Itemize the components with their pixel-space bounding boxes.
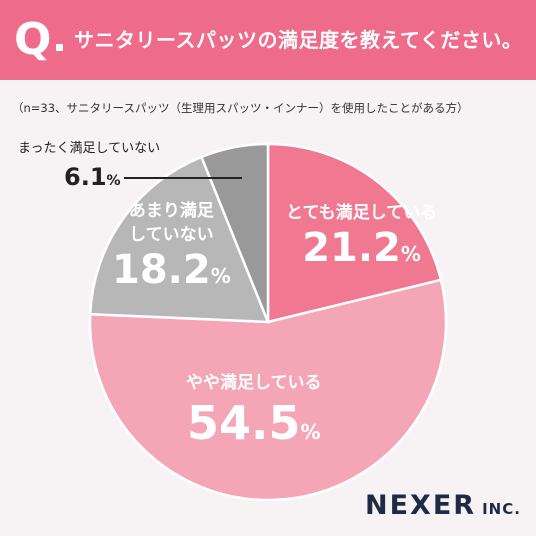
- label-not-very-satisfied-name-2: していない: [129, 225, 214, 245]
- label-somewhat-satisfied-name: やや満足している: [186, 373, 322, 393]
- label-somewhat-satisfied: やや満足している 54.5%: [186, 371, 322, 460]
- label-somewhat-satisfied-value: 54.5%: [186, 396, 321, 450]
- slice-not-very-satisfied: [88, 155, 270, 324]
- label-not-very-satisfied-value: 18.2%: [112, 247, 231, 293]
- question-mark-icon: Q: [14, 14, 52, 65]
- question-dot: [56, 44, 63, 51]
- label-not-very-satisfied: あまり満足 していない 18.2%: [112, 199, 231, 299]
- slice-very-satisfied: [266, 142, 443, 324]
- label-not-at-all-satisfied-value: 6.1%: [64, 163, 121, 191]
- label-not-at-all-satisfied: まったく満足していない 6.1%: [18, 140, 160, 196]
- slice-not-at-all-satisfied: [199, 142, 270, 323]
- label-very-satisfied-value: 21.2%: [302, 225, 421, 271]
- nexer-logo: NEXER INC.: [365, 490, 521, 521]
- label-very-satisfied-name: とても満足している: [286, 203, 438, 223]
- sample-note: （n=33、サニタリースパッツ（生理用スパッツ・インナー）を使用したことがある方…: [12, 101, 469, 115]
- label-not-at-all-satisfied-name: まったく満足していない: [18, 141, 161, 156]
- header-bar: Q サニタリースパッツの満足度を教えてください。: [0, 0, 536, 80]
- label-very-satisfied: とても満足している 21.2%: [286, 201, 437, 277]
- label-not-very-satisfied-name-1: あまり満足: [128, 201, 214, 221]
- leader-line: [124, 177, 242, 179]
- question-title: サニタリースパッツの満足度を教えてください。: [74, 28, 523, 52]
- slice-somewhat-satisfied: [88, 278, 448, 502]
